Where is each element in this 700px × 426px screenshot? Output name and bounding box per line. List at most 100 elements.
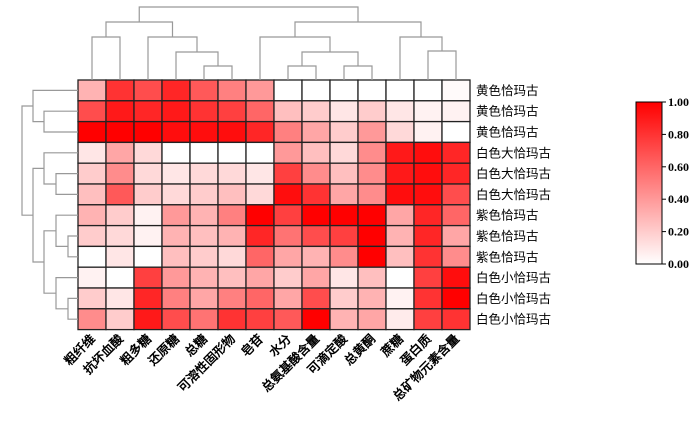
- heatmap-cell: [301, 79, 331, 102]
- column-dendrogram-link: [294, 21, 422, 37]
- heatmap-cell: [301, 120, 331, 144]
- heatmap-cell: [301, 287, 331, 310]
- heatmap-cell: [77, 183, 107, 206]
- heatmap-cell: [245, 183, 275, 206]
- heatmap-cell: [357, 162, 387, 185]
- row-label: 白色大恰玛古: [476, 145, 551, 160]
- heatmap-cell: [329, 141, 359, 164]
- heatmap-cell: [133, 308, 163, 331]
- heatmap-cell: [105, 79, 135, 102]
- heatmap-cell: [329, 224, 359, 248]
- heatmap-cell: [245, 120, 275, 144]
- heatmap-cell: [385, 100, 415, 123]
- heatmap-cell: [301, 141, 331, 164]
- heatmap-cell: [133, 162, 163, 185]
- row-label: 白色大恰玛古: [476, 166, 551, 181]
- heatmap-cell: [245, 100, 275, 123]
- heatmap-cell: [413, 183, 443, 206]
- heatmap-cell: [329, 245, 359, 268]
- heatmap-cell: [357, 120, 387, 144]
- row-label: 紫色恰玛古: [476, 249, 539, 264]
- heatmap-cell: [161, 204, 191, 227]
- row-dendrogram-link: [67, 297, 78, 320]
- heatmap-cell: [217, 266, 247, 289]
- heatmap-cell: [133, 204, 163, 227]
- heatmap-cell: [161, 141, 191, 164]
- heatmap-cell: [329, 100, 359, 123]
- heatmap-cell: [413, 287, 443, 310]
- heatmap-cell: [161, 224, 191, 248]
- row-label: 白色小恰玛古: [476, 270, 551, 285]
- heatmap-cell: [105, 120, 135, 144]
- heatmap-cell: [189, 120, 219, 144]
- heatmap-cell: [385, 308, 415, 331]
- heatmap-cell: [413, 224, 443, 248]
- heatmap-cell: [217, 100, 247, 123]
- heatmap-cell: [245, 245, 275, 268]
- heatmap-cell: [329, 162, 359, 185]
- heatmap-cell: [161, 266, 191, 289]
- heatmap-cell: [385, 79, 415, 102]
- heatmap-cell: [217, 162, 247, 185]
- row-dendrogram-link: [21, 105, 33, 216]
- heatmap-cell: [413, 204, 443, 227]
- row-dendrogram-link: [32, 89, 78, 123]
- heatmap-cell: [217, 245, 247, 268]
- heatmap-cell: [385, 162, 415, 185]
- heatmap-cell: [273, 204, 303, 227]
- heatmap-cell: [273, 266, 303, 289]
- heatmap-cell: [441, 287, 471, 310]
- heatmap-cell: [385, 245, 415, 268]
- heatmap-cell: [413, 120, 443, 144]
- heatmap-cell: [329, 287, 359, 310]
- heatmap-cell: [133, 79, 163, 102]
- row-dendrogram-link: [43, 230, 56, 294]
- heatmap-cell: [301, 162, 331, 185]
- heatmap-cell: [273, 100, 303, 123]
- column-label: 总黄酮: [341, 331, 378, 368]
- heatmap-cell: [301, 245, 331, 268]
- heatmap-cell: [245, 287, 275, 310]
- column-dendrogram-link: [427, 50, 457, 80]
- heatmap-cell: [357, 245, 387, 268]
- heatmap-cell: [189, 204, 219, 227]
- heatmap-cell: [161, 79, 191, 102]
- heatmap-cell: [189, 287, 219, 310]
- heatmap-cell: [105, 224, 135, 248]
- heatmap-cell: [77, 224, 107, 248]
- heatmap-cell: [245, 141, 275, 164]
- heatmap-cell: [385, 120, 415, 144]
- heatmap-cell: [161, 100, 191, 123]
- heatmap-cell: [245, 204, 275, 227]
- heatmap-cell: [413, 141, 443, 164]
- column-label: 皂苷: [238, 331, 267, 360]
- heatmap-cell: [105, 183, 135, 206]
- row-label: 黄色恰玛古: [476, 83, 539, 98]
- heatmap-cell: [273, 79, 303, 102]
- row-dendrogram-link: [43, 110, 78, 133]
- heatmap-cell: [273, 141, 303, 164]
- heatmap-cell: [357, 183, 387, 206]
- heatmap-cell: [105, 162, 135, 185]
- heatmap-cell: [77, 162, 107, 185]
- column-dendrogram-link: [138, 6, 359, 22]
- heatmap-cell: [301, 100, 331, 123]
- heatmap-cell: [161, 245, 191, 268]
- heatmap-cell: [133, 224, 163, 248]
- row-label: 白色大恰玛古: [476, 187, 551, 202]
- heatmap-cell: [217, 287, 247, 310]
- heatmap-cell: [273, 287, 303, 310]
- heatmap-cell: [105, 100, 135, 123]
- heatmap-cell: [357, 100, 387, 123]
- column-dendrogram-link: [259, 36, 331, 80]
- heatmap-cell: [245, 266, 275, 289]
- heatmap-cell: [273, 183, 303, 206]
- heatmap-cell: [413, 308, 443, 331]
- colorbar-tick-label: 0.40: [668, 192, 689, 206]
- heatmap-cell: [77, 100, 107, 123]
- heatmap-cell: [161, 287, 191, 310]
- heatmap-cell: [413, 79, 443, 102]
- heatmap-cell: [301, 308, 331, 331]
- heatmap-cell: [273, 245, 303, 268]
- heatmap-cell: [189, 79, 219, 102]
